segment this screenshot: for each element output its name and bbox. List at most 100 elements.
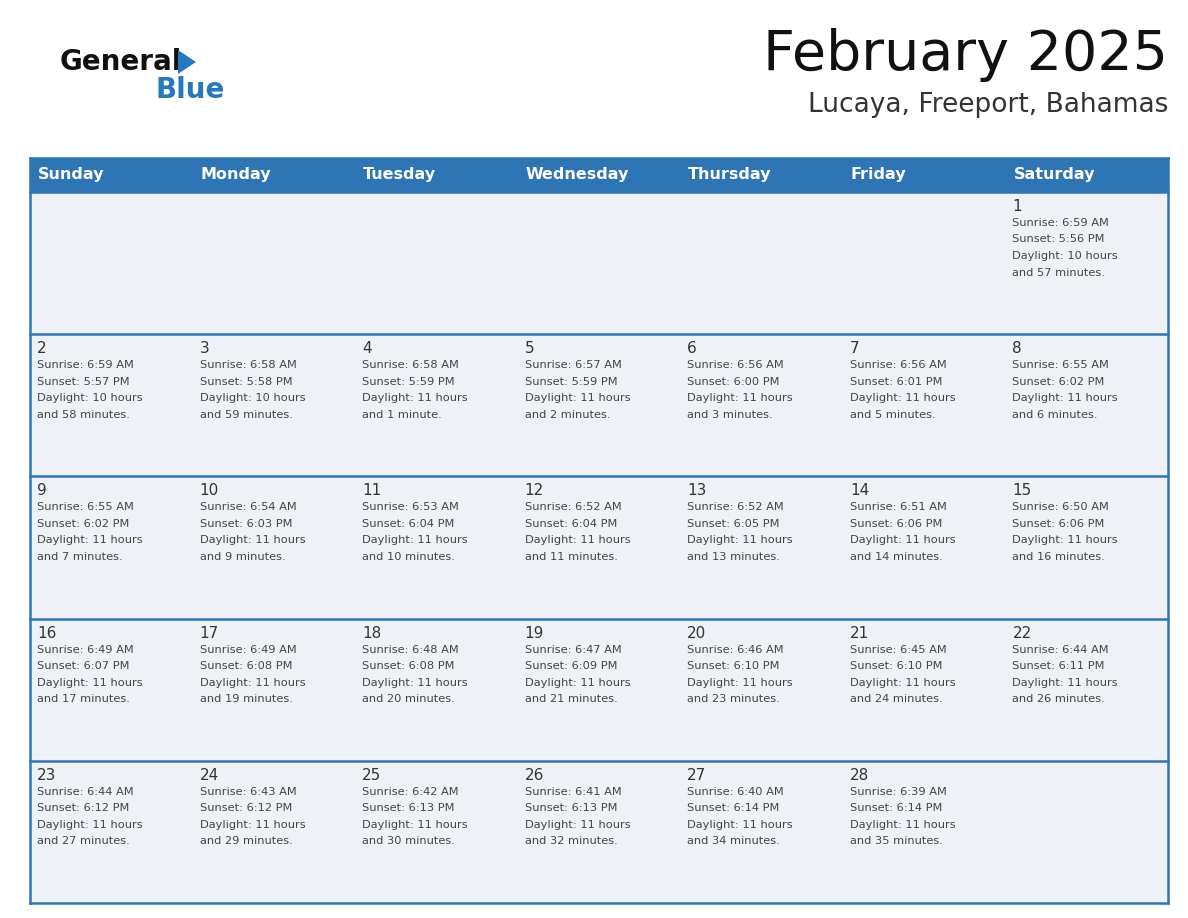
Text: and 9 minutes.: and 9 minutes. (200, 552, 285, 562)
Text: and 20 minutes.: and 20 minutes. (362, 694, 455, 704)
Text: Sunset: 6:14 PM: Sunset: 6:14 PM (849, 803, 942, 813)
Text: Sunset: 6:12 PM: Sunset: 6:12 PM (200, 803, 292, 813)
Text: and 7 minutes.: and 7 minutes. (37, 552, 122, 562)
Text: and 34 minutes.: and 34 minutes. (688, 836, 781, 846)
Bar (30, 158, 1168, 192)
Text: and 14 minutes.: and 14 minutes. (849, 552, 942, 562)
Text: 21: 21 (849, 625, 870, 641)
Text: Sunrise: 6:52 AM: Sunrise: 6:52 AM (688, 502, 784, 512)
Text: Monday: Monday (201, 167, 271, 183)
Text: Sunset: 5:59 PM: Sunset: 5:59 PM (362, 376, 455, 386)
Text: Sunset: 6:02 PM: Sunset: 6:02 PM (1012, 376, 1105, 386)
Text: Sunset: 5:56 PM: Sunset: 5:56 PM (1012, 234, 1105, 244)
Text: Sunrise: 6:44 AM: Sunrise: 6:44 AM (37, 787, 133, 797)
Text: 15: 15 (1012, 484, 1031, 498)
Text: 23: 23 (37, 767, 56, 783)
Text: and 16 minutes.: and 16 minutes. (1012, 552, 1105, 562)
Text: Sunrise: 6:56 AM: Sunrise: 6:56 AM (849, 360, 947, 370)
Text: 13: 13 (688, 484, 707, 498)
Text: Sunset: 6:13 PM: Sunset: 6:13 PM (362, 803, 455, 813)
Text: Daylight: 11 hours: Daylight: 11 hours (200, 677, 305, 688)
Text: Wednesday: Wednesday (526, 167, 630, 183)
Text: Daylight: 11 hours: Daylight: 11 hours (200, 535, 305, 545)
Text: Daylight: 11 hours: Daylight: 11 hours (37, 820, 143, 830)
Text: and 58 minutes.: and 58 minutes. (37, 409, 129, 420)
Text: Sunset: 6:06 PM: Sunset: 6:06 PM (849, 519, 942, 529)
Text: 24: 24 (200, 767, 219, 783)
Text: 11: 11 (362, 484, 381, 498)
Text: and 3 minutes.: and 3 minutes. (688, 409, 773, 420)
Text: Sunrise: 6:56 AM: Sunrise: 6:56 AM (688, 360, 784, 370)
Text: General: General (61, 48, 183, 76)
Text: Daylight: 11 hours: Daylight: 11 hours (849, 393, 955, 403)
Text: 14: 14 (849, 484, 870, 498)
Text: Daylight: 11 hours: Daylight: 11 hours (1012, 677, 1118, 688)
Text: Lucaya, Freeport, Bahamas: Lucaya, Freeport, Bahamas (808, 92, 1168, 118)
Text: 10: 10 (200, 484, 219, 498)
Text: Daylight: 11 hours: Daylight: 11 hours (362, 393, 468, 403)
Text: Sunset: 6:10 PM: Sunset: 6:10 PM (849, 661, 942, 671)
Text: and 32 minutes.: and 32 minutes. (525, 836, 618, 846)
Text: and 13 minutes.: and 13 minutes. (688, 552, 781, 562)
Text: Sunset: 6:13 PM: Sunset: 6:13 PM (525, 803, 618, 813)
Text: Saturday: Saturday (1013, 167, 1095, 183)
Text: Sunrise: 6:53 AM: Sunrise: 6:53 AM (362, 502, 459, 512)
Text: 17: 17 (200, 625, 219, 641)
Text: and 26 minutes.: and 26 minutes. (1012, 694, 1105, 704)
Text: 19: 19 (525, 625, 544, 641)
Bar (30, 192, 1168, 334)
Text: Sunrise: 6:52 AM: Sunrise: 6:52 AM (525, 502, 621, 512)
Text: Daylight: 10 hours: Daylight: 10 hours (200, 393, 305, 403)
Text: Sunrise: 6:55 AM: Sunrise: 6:55 AM (37, 502, 134, 512)
Text: Sunset: 6:09 PM: Sunset: 6:09 PM (525, 661, 618, 671)
Bar (30, 619, 1168, 761)
Bar (30, 476, 1168, 619)
Text: Sunrise: 6:43 AM: Sunrise: 6:43 AM (200, 787, 296, 797)
Text: 2: 2 (37, 341, 46, 356)
Text: Sunset: 6:11 PM: Sunset: 6:11 PM (1012, 661, 1105, 671)
Text: 12: 12 (525, 484, 544, 498)
Text: Sunrise: 6:39 AM: Sunrise: 6:39 AM (849, 787, 947, 797)
Text: Blue: Blue (154, 76, 225, 104)
Text: Daylight: 11 hours: Daylight: 11 hours (200, 820, 305, 830)
Text: and 30 minutes.: and 30 minutes. (362, 836, 455, 846)
Text: Daylight: 10 hours: Daylight: 10 hours (1012, 251, 1118, 261)
Text: Sunrise: 6:49 AM: Sunrise: 6:49 AM (200, 644, 296, 655)
Text: 5: 5 (525, 341, 535, 356)
Text: Thursday: Thursday (688, 167, 772, 183)
Text: and 57 minutes.: and 57 minutes. (1012, 267, 1105, 277)
Text: Sunset: 6:10 PM: Sunset: 6:10 PM (688, 661, 779, 671)
Text: Sunrise: 6:44 AM: Sunrise: 6:44 AM (1012, 644, 1110, 655)
Text: 4: 4 (362, 341, 372, 356)
Text: 9: 9 (37, 484, 46, 498)
Text: Sunset: 6:08 PM: Sunset: 6:08 PM (362, 661, 455, 671)
Text: and 6 minutes.: and 6 minutes. (1012, 409, 1098, 420)
Text: Sunset: 6:07 PM: Sunset: 6:07 PM (37, 661, 129, 671)
Text: Sunset: 5:59 PM: Sunset: 5:59 PM (525, 376, 618, 386)
Text: Daylight: 11 hours: Daylight: 11 hours (688, 535, 792, 545)
Text: Daylight: 11 hours: Daylight: 11 hours (362, 820, 468, 830)
Text: 28: 28 (849, 767, 870, 783)
Text: 25: 25 (362, 767, 381, 783)
Text: Sunrise: 6:55 AM: Sunrise: 6:55 AM (1012, 360, 1110, 370)
Text: Sunrise: 6:59 AM: Sunrise: 6:59 AM (37, 360, 134, 370)
Text: Sunset: 5:57 PM: Sunset: 5:57 PM (37, 376, 129, 386)
Text: and 27 minutes.: and 27 minutes. (37, 836, 129, 846)
Text: and 17 minutes.: and 17 minutes. (37, 694, 129, 704)
Text: Friday: Friday (851, 167, 906, 183)
Text: and 24 minutes.: and 24 minutes. (849, 694, 942, 704)
Bar (30, 334, 1168, 476)
Text: 27: 27 (688, 767, 707, 783)
Text: Sunset: 6:02 PM: Sunset: 6:02 PM (37, 519, 129, 529)
Text: 6: 6 (688, 341, 697, 356)
Text: Sunset: 6:00 PM: Sunset: 6:00 PM (688, 376, 779, 386)
Text: Daylight: 11 hours: Daylight: 11 hours (688, 677, 792, 688)
Text: Sunrise: 6:46 AM: Sunrise: 6:46 AM (688, 644, 784, 655)
Text: Sunset: 6:01 PM: Sunset: 6:01 PM (849, 376, 942, 386)
Text: and 23 minutes.: and 23 minutes. (688, 694, 781, 704)
Text: 26: 26 (525, 767, 544, 783)
Text: Daylight: 11 hours: Daylight: 11 hours (849, 535, 955, 545)
Text: 20: 20 (688, 625, 707, 641)
Text: Sunrise: 6:57 AM: Sunrise: 6:57 AM (525, 360, 621, 370)
Text: Daylight: 11 hours: Daylight: 11 hours (1012, 393, 1118, 403)
